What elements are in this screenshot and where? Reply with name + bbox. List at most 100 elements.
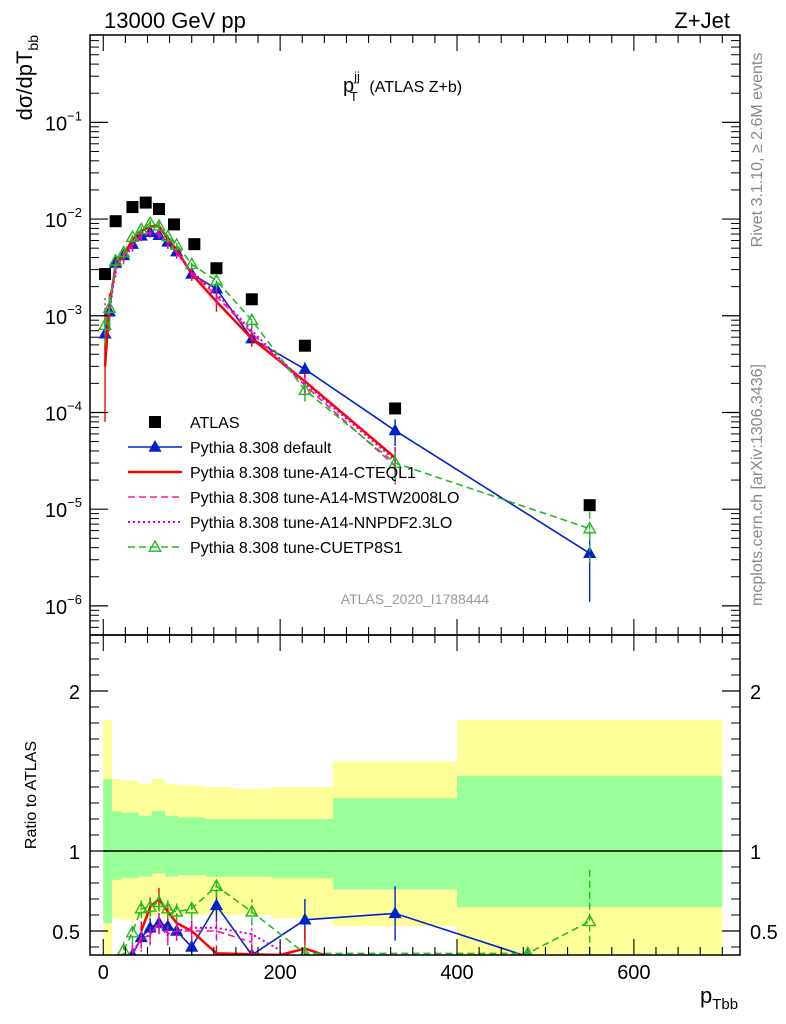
main-series-marker bbox=[298, 362, 312, 374]
atlas-data-point bbox=[583, 499, 596, 512]
main-series-group bbox=[98, 196, 597, 602]
ratio-ytick-label: 0.5 bbox=[52, 922, 80, 944]
rivet-version-label: Rivet 3.1.10, ≥ 2.6M events bbox=[749, 53, 766, 248]
ratio-series-group bbox=[103, 719, 723, 955]
main-series-marker bbox=[244, 312, 259, 326]
main-series-marker bbox=[582, 521, 597, 534]
uncertainty-band-inner bbox=[271, 819, 334, 879]
main-series-0 bbox=[99, 196, 596, 512]
ratio-ytick-label: 2 bbox=[69, 682, 80, 704]
uncertainty-band-inner bbox=[112, 811, 121, 880]
atlas-data-point bbox=[168, 218, 181, 231]
main-series-marker bbox=[388, 455, 402, 468]
ratio-xtick-label: 200 bbox=[263, 962, 296, 984]
legend-label: Pythia 8.308 tune-A14-MSTW2008LO bbox=[190, 490, 459, 507]
ratio-xtick-label: 600 bbox=[617, 962, 650, 984]
ratio-xlabel-sub: Tbb bbox=[712, 996, 738, 1013]
main-series-line bbox=[104, 232, 396, 462]
ratio-series-marker bbox=[160, 901, 175, 914]
uncertainty-band-inner bbox=[165, 815, 179, 877]
legend-item: Pythia 8.308 tune-A14-MSTW2008LO bbox=[128, 490, 459, 507]
atlas-data-point bbox=[109, 215, 122, 228]
ratio-xtick-label: 0 bbox=[98, 962, 109, 984]
atlas-data-point bbox=[188, 238, 201, 251]
atlas-data-point bbox=[298, 339, 311, 352]
legend-marker bbox=[149, 416, 161, 428]
main-series-marker bbox=[108, 253, 123, 266]
ratio-ytick-label-right: 0.5 bbox=[750, 922, 778, 944]
main-series-marker bbox=[169, 237, 184, 250]
main-ylabel-main: dσ/dpT bbox=[12, 51, 37, 121]
main-title-superscript: jj bbox=[353, 69, 360, 84]
uncertainty-band-inner bbox=[231, 819, 272, 877]
atlas-data-point bbox=[99, 268, 112, 281]
atlas-data-point bbox=[389, 402, 402, 415]
main-series-marker bbox=[98, 317, 112, 331]
main-title: pjj T (ATLAS Z+b) bbox=[343, 69, 462, 106]
main-series-marker bbox=[160, 229, 175, 242]
main-ytick-label: 10−1 bbox=[45, 108, 82, 135]
legend-label: Pythia 8.308 tune-CUETP8S1 bbox=[190, 540, 403, 557]
legend-item: Pythia 8.308 tune-A14-CTEQL1 bbox=[128, 465, 416, 482]
main-title-rest: (ATLAS Z+b) bbox=[369, 79, 462, 96]
uncertainty-band-inner bbox=[178, 817, 205, 875]
ratio-xtick-label: 400 bbox=[440, 962, 473, 984]
main-panel: 10−1 10−2 10−3 10−4 10−5 10−6 pjj T (ATLAS Z+b… bbox=[12, 34, 741, 636]
legend-item: Pythia 8.308 tune-CUETP8S1 bbox=[128, 539, 403, 557]
main-series-marker bbox=[134, 222, 149, 235]
main-series-marker bbox=[102, 300, 117, 313]
main-ytick-label: 10−4 bbox=[45, 398, 82, 425]
main-title-subscript: T bbox=[350, 89, 358, 104]
atlas-data-point bbox=[126, 201, 139, 214]
mcplots-source-label: mcplots.cern.ch [arXiv:1306.3436] bbox=[749, 364, 766, 606]
legend-item: Pythia 8.308 default bbox=[128, 439, 332, 457]
atlas-data-point bbox=[245, 293, 258, 306]
legend-label: Pythia 8.308 tune-A14-CTEQL1 bbox=[190, 465, 416, 482]
ratio-ylabel: Ratio to ATLAS bbox=[23, 741, 40, 849]
ratio-series-marker bbox=[209, 898, 224, 911]
ratio-series-marker bbox=[388, 906, 402, 919]
main-series-marker bbox=[388, 423, 402, 436]
ratio-series-line bbox=[131, 923, 281, 952]
ratio-series-marker bbox=[125, 925, 140, 938]
ratio-frame bbox=[89, 634, 741, 956]
uncertainty-band-inner bbox=[120, 812, 139, 879]
ratio-series-marker bbox=[184, 901, 199, 914]
main-series-marker bbox=[184, 256, 199, 270]
ratio-series-marker bbox=[582, 913, 597, 927]
main-title-symbol: p bbox=[343, 75, 354, 97]
header-right-label: Z+Jet bbox=[674, 8, 730, 33]
legend-label: Pythia 8.308 tune-A14-NNPDF2.3LO bbox=[190, 515, 452, 532]
main-series-2 bbox=[103, 222, 396, 473]
legend-marker bbox=[148, 539, 162, 552]
ratio-series-marker bbox=[209, 878, 224, 892]
header-left-label: 13000 GeV pp bbox=[104, 8, 246, 33]
ratio-series-4 bbox=[116, 867, 597, 955]
ratio-ytick-label: 1 bbox=[69, 842, 80, 864]
uncertainty-band-inner bbox=[204, 819, 232, 877]
main-ytick-label: 10−6 bbox=[45, 592, 82, 619]
legend-label: Pythia 8.308 default bbox=[190, 440, 332, 457]
legend-marker bbox=[148, 439, 162, 452]
ratio-series-marker bbox=[134, 901, 149, 914]
main-ylabel-sub: bb bbox=[25, 35, 41, 51]
main-series-marker bbox=[209, 273, 224, 286]
uncertainty-band-inner bbox=[151, 811, 166, 874]
main-series-line bbox=[104, 231, 396, 467]
main-frame bbox=[89, 34, 741, 636]
ratio-series-marker bbox=[522, 945, 533, 955]
ratio-xlabel-main: p bbox=[700, 983, 712, 1008]
main-series-marker bbox=[116, 245, 131, 258]
analysis-watermark: ATLAS_2020_I1788444 bbox=[341, 591, 490, 607]
ratio-series-line bbox=[122, 885, 591, 955]
legend-item: Pythia 8.308 tune-A14-NNPDF2.3LO bbox=[128, 515, 452, 532]
ratio-series-marker bbox=[298, 912, 312, 925]
main-ylabel: dσ/dpTbb bbox=[12, 35, 41, 121]
legend-label: ATLAS bbox=[190, 415, 240, 432]
ratio-ytick-label-right: 2 bbox=[750, 682, 761, 704]
ratio-xlabel: pTbb bbox=[700, 983, 738, 1013]
ratio-series-marker bbox=[244, 904, 259, 917]
atlas-data-point bbox=[139, 196, 152, 209]
main-series-marker bbox=[298, 382, 312, 396]
